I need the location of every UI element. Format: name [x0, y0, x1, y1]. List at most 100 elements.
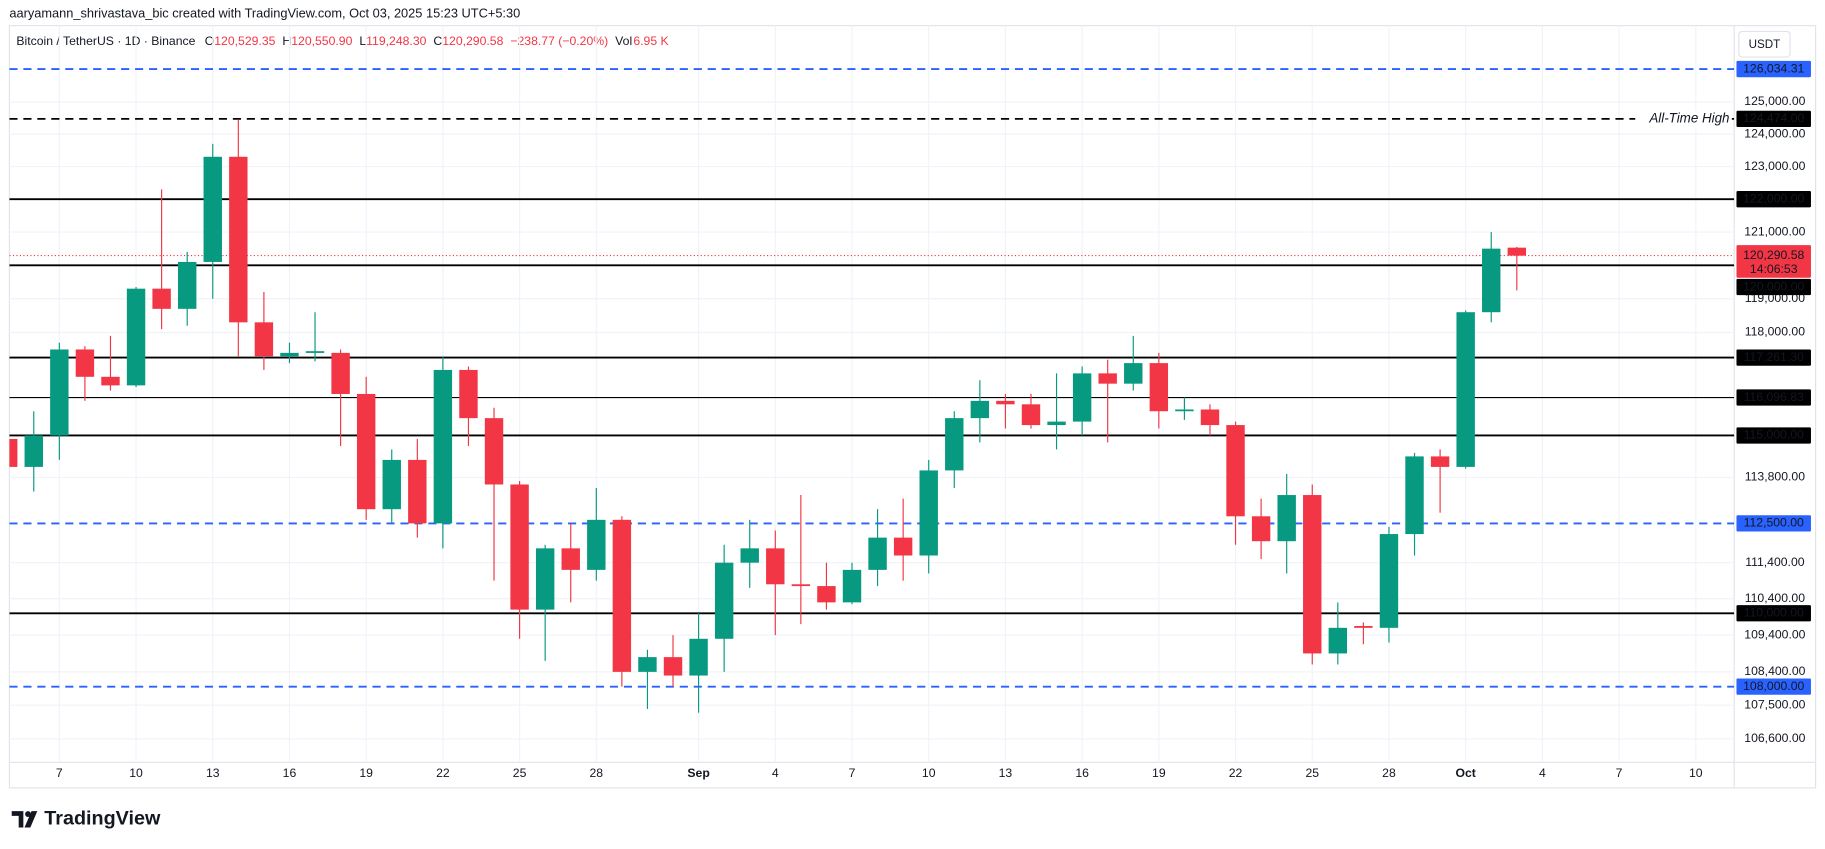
level-label: 124,474.00: [1743, 111, 1804, 125]
candle-body: [24, 435, 43, 467]
candle-body: [1072, 373, 1092, 422]
candle-body: [1354, 626, 1373, 628]
y-tick-label: 113,800.00: [1745, 470, 1805, 484]
x-tick-label: Oct: [1455, 766, 1475, 780]
candle-body: [433, 369, 453, 524]
candle-body: [689, 638, 708, 676]
currency[interactable]: USDT: [1749, 38, 1781, 51]
candle-body: [408, 459, 427, 524]
candle-body: [1405, 456, 1424, 535]
candle-body: [75, 349, 95, 377]
candle-body: [254, 322, 274, 357]
x-tick-label: 19: [359, 766, 373, 780]
candle-body: [612, 519, 632, 672]
legend-item: Bitcoin / TetherUS · 1D · Binance: [16, 34, 195, 48]
level-box: [1736, 427, 1811, 444]
level-note: All-Time High: [1648, 110, 1729, 125]
x-tick-label: 10: [922, 766, 936, 780]
candle-body: [9, 438, 18, 467]
candle-body: [1047, 421, 1066, 426]
candle-body: [868, 537, 887, 570]
level-box: [1736, 60, 1811, 78]
brand-logo: [11, 811, 38, 828]
y-tick-label: 108,400.00: [1744, 664, 1805, 678]
y-tick-label: 111,400.00: [1745, 555, 1805, 569]
candle-body: [663, 657, 683, 676]
y-tick-label: 118,000.00: [1745, 325, 1805, 339]
frame: [8, 25, 1817, 789]
note-bg: [1635, 110, 1732, 128]
legend-item: 120,290.58: [442, 34, 503, 48]
candle-body: [229, 156, 248, 323]
candle-body: [101, 376, 120, 386]
candle-body: [535, 548, 555, 610]
level-label: 117,261.30: [1744, 350, 1804, 364]
level-box: [1736, 678, 1811, 695]
candle-body: [842, 569, 862, 603]
brand: TradingView: [44, 808, 161, 830]
candle-body: [280, 352, 299, 357]
candle-body: [305, 351, 325, 353]
candle-body: [945, 418, 964, 471]
candle-body: [970, 400, 990, 419]
level-box: [1736, 389, 1811, 406]
candle-body: [1175, 409, 1194, 412]
candle-body: [561, 548, 580, 570]
level-label: 110,000.00: [1744, 605, 1804, 619]
levels: All-Time High: [9, 68, 1735, 688]
axes: 125,000.00 124,000.00 123,000.00 121,000.00…: [56, 60, 1811, 780]
candle-body: [587, 519, 606, 570]
candle-body: [638, 657, 657, 672]
level-label: 115,000.00: [1744, 428, 1804, 442]
level-label: 112,500.00: [1744, 516, 1804, 530]
candle-body: [203, 156, 222, 262]
candle-body: [1456, 312, 1475, 467]
legend-item: O: [205, 34, 215, 48]
candle-body: [331, 352, 350, 394]
legend: Bitcoin / TetherUS · 1D · Binance O120,52…: [16, 34, 669, 48]
x-tick-label: 28: [1382, 766, 1396, 780]
x-tick-label: 13: [206, 766, 220, 780]
x-tick-label: 25: [1305, 766, 1319, 780]
author-line: aaryamann_shrivastava_bic created with T…: [9, 5, 520, 20]
candle-body: [50, 349, 69, 436]
candles: [9, 119, 1527, 713]
candle-body: [1200, 409, 1220, 426]
candle-body: [1328, 627, 1348, 654]
candle-body: [1021, 404, 1041, 426]
candle-body: [152, 288, 171, 309]
level-box: [1736, 515, 1811, 532]
x-tick-label: 22: [436, 766, 450, 780]
candle-body: [1124, 363, 1143, 384]
y-tick-label: 121,000.00: [1744, 224, 1805, 238]
candle-body: [1430, 456, 1450, 467]
y-tick-label: 106,600.00: [1744, 731, 1805, 745]
candle-body: [382, 459, 401, 510]
y-tick-label: 110,400.00: [1745, 591, 1805, 605]
candle-body: [1379, 534, 1399, 628]
x-tick-label: 19: [1152, 766, 1166, 780]
x-tick-label: 4: [772, 766, 779, 780]
candle-body: [510, 484, 529, 610]
candle-body: [740, 548, 759, 563]
legend-item: −238.77 (−0.20%): [510, 34, 608, 48]
level-box: [1736, 278, 1811, 296]
y-tick-label: 125,000.00: [1744, 94, 1805, 108]
x-tick-label: Sep: [687, 766, 709, 780]
currency-box[interactable]: [1738, 30, 1791, 58]
y-tick-label: 107,500.00: [1744, 697, 1805, 711]
candle-body: [817, 586, 836, 603]
legend-item: H: [282, 34, 291, 48]
x-tick-label: 10: [129, 766, 143, 780]
level-label: 108,000.00: [1743, 679, 1804, 693]
candle-body: [791, 584, 811, 587]
candle-body: [893, 537, 913, 556]
x-tick-label: 7: [849, 766, 856, 780]
x-tick-label: 28: [590, 766, 604, 780]
candle-body: [1149, 363, 1169, 412]
candle-body: [459, 369, 478, 419]
candle-body: [996, 400, 1015, 405]
candle-body: [714, 562, 734, 639]
